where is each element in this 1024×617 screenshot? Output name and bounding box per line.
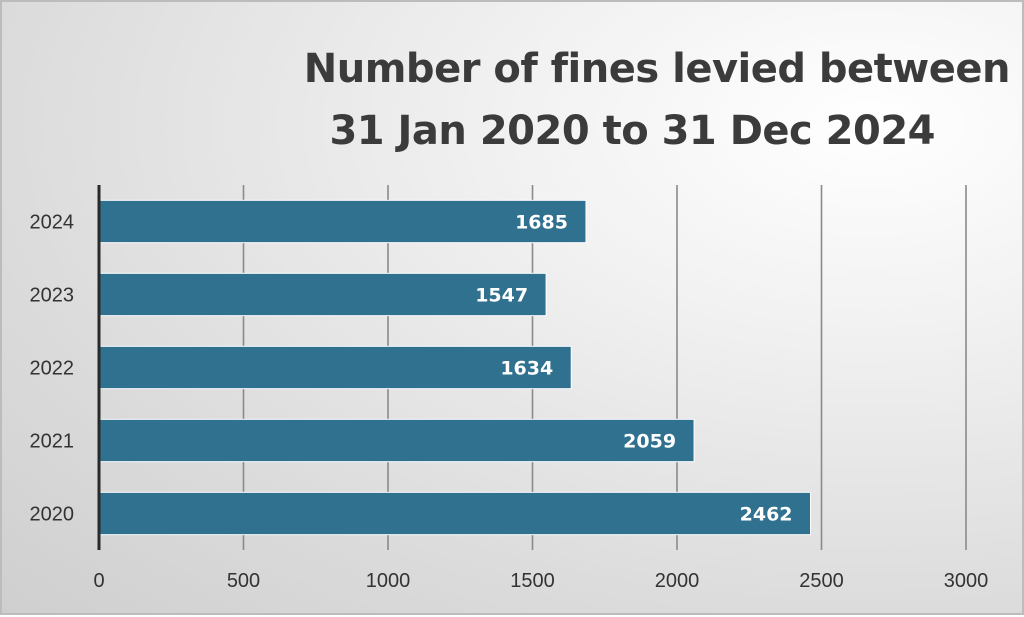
chart-title-line-1: Number of fines levied between [303,46,1011,92]
data-label-2021: 2059 [623,431,676,453]
bar-2020 [98,491,812,536]
x-tick-label-1500: 1500 [510,570,555,592]
x-tick-label-2500: 2500 [799,570,844,592]
bar-2021 [98,418,695,463]
chart-title: Number of fines levied between 31 Jan 20… [152,38,1011,162]
y-tick-label-2020: 2020 [30,504,75,526]
bar-2022 [98,345,572,390]
chart-title-line-2: 31 Jan 2020 to 31 Dec 2024 [329,108,935,154]
x-tick-label-0: 0 [93,570,104,592]
data-label-2020: 2462 [740,504,793,526]
y-tick-label-2024: 2024 [30,212,75,234]
data-label-2024: 1685 [515,212,568,234]
y-tick-label-2022: 2022 [30,358,75,380]
y-tick-label-2023: 2023 [30,285,75,307]
x-tick-label-500: 500 [227,570,260,592]
data-label-2023: 1547 [475,285,528,307]
x-tick-label-3000: 3000 [944,570,989,592]
x-tick-label-2000: 2000 [655,570,700,592]
x-tick-label-1000: 1000 [366,570,411,592]
bar-2023 [98,272,547,317]
bar-2024 [98,199,587,244]
data-label-2022: 1634 [500,358,553,380]
y-tick-label-2021: 2021 [30,431,75,453]
